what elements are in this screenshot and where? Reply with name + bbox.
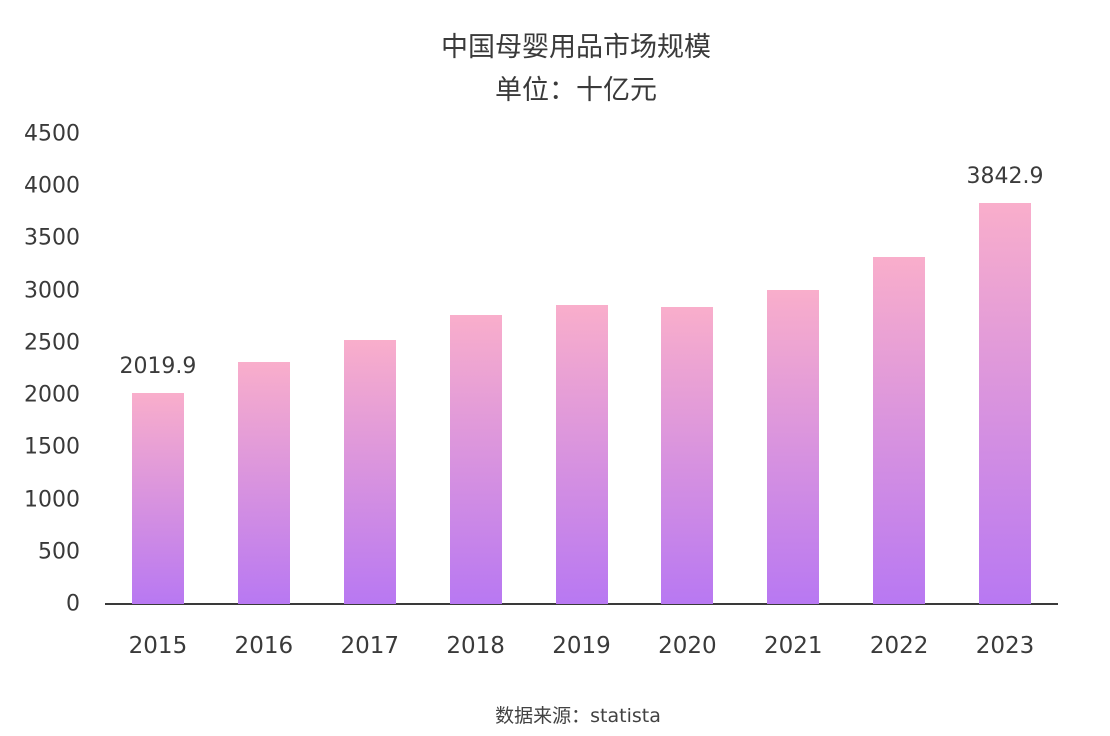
source-note: 数据来源：statista — [495, 705, 661, 727]
bar-2019 — [555, 304, 608, 604]
y-tick-label: 4500 — [24, 121, 80, 147]
chart-subtitle: 单位：十亿元 — [495, 75, 657, 106]
y-tick-label: 2500 — [24, 330, 80, 356]
y-tick-label: 3000 — [24, 278, 80, 304]
bar-2020 — [661, 307, 714, 604]
y-tick-label: 2000 — [24, 382, 80, 408]
y-tick-label: 3500 — [24, 225, 80, 251]
y-tick-label: 1000 — [24, 487, 80, 513]
bar-value-label: 2019.9 — [119, 354, 197, 380]
y-tick-label: 4000 — [24, 173, 80, 199]
bar-value-label: 3842.9 — [966, 163, 1044, 189]
bar-2021 — [767, 289, 820, 604]
bar-2023 — [979, 202, 1032, 604]
bar-2015 — [131, 393, 184, 604]
x-tick-label: 2016 — [234, 633, 294, 659]
x-tick-label: 2021 — [763, 633, 823, 659]
y-tick-label: 500 — [38, 539, 80, 565]
y-tick-label: 1500 — [24, 434, 80, 460]
x-tick-label: 2022 — [869, 633, 929, 659]
x-tick-label: 2019 — [552, 633, 611, 659]
x-tick-label: 2020 — [658, 633, 717, 659]
chart-title: 中国母婴用品市场规模 — [441, 32, 711, 63]
y-tick-label: 0 — [66, 591, 80, 617]
bar-2017 — [343, 339, 396, 604]
chart-title-block: 中国母婴用品市场规模 单位：十亿元 — [0, 26, 1110, 112]
x-tick-label: 2017 — [340, 633, 399, 659]
x-tick-label: 2018 — [446, 633, 505, 659]
x-tick-label: 2023 — [975, 633, 1035, 659]
bar-2022 — [873, 256, 926, 604]
x-axis-line — [105, 603, 1058, 605]
bar-2018 — [449, 314, 502, 604]
bar-2016 — [237, 361, 290, 604]
x-tick-label: 2015 — [128, 633, 188, 659]
